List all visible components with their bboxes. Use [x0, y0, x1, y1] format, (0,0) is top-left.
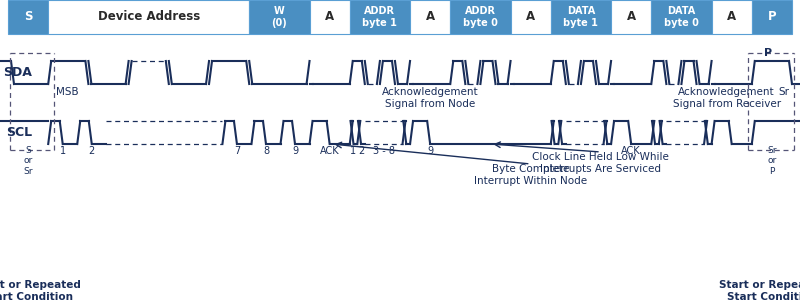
Text: Sr: Sr	[778, 87, 790, 97]
Bar	[651, 0, 711, 34]
Text: MSB: MSB	[56, 87, 79, 97]
Text: Start or Repeated
Start Condition: Start or Repeated Start Condition	[0, 280, 81, 302]
Text: A: A	[325, 10, 334, 24]
Text: S: S	[24, 10, 32, 24]
Text: ADDR
byte 0: ADDR byte 0	[463, 6, 498, 28]
Text: Acknowledgement
Signal from Node: Acknowledgement Signal from Node	[382, 87, 478, 109]
Text: A: A	[626, 10, 636, 24]
Text: 1: 1	[60, 146, 66, 156]
Bar	[350, 0, 410, 34]
Bar	[752, 0, 792, 34]
Text: S
or
Sr: S or Sr	[23, 146, 33, 176]
Bar	[48, 0, 250, 34]
Text: 9: 9	[292, 146, 298, 156]
Bar	[450, 0, 510, 34]
Text: 2: 2	[89, 146, 95, 156]
Text: A: A	[526, 10, 535, 24]
Text: ADDR
byte 1: ADDR byte 1	[362, 6, 398, 28]
Text: W
(0): W (0)	[271, 6, 287, 28]
Text: ACK: ACK	[622, 146, 641, 156]
Bar	[250, 0, 310, 34]
Text: Sr
or
P: Sr or P	[767, 146, 777, 176]
Text: 1: 1	[350, 146, 357, 156]
Text: Clock Line Held Low While
Interrupts Are Serviced: Clock Line Held Low While Interrupts Are…	[533, 152, 670, 174]
Text: 3 - 8: 3 - 8	[373, 146, 394, 156]
Bar	[410, 0, 450, 34]
Text: 7: 7	[234, 146, 240, 156]
Text: SDA: SDA	[3, 66, 32, 80]
Bar	[8, 0, 48, 34]
Text: Start or Repeated
Start Condition: Start or Repeated Start Condition	[719, 280, 800, 302]
Bar	[510, 0, 550, 34]
Text: DATA
byte 0: DATA byte 0	[664, 6, 699, 28]
Text: A: A	[727, 10, 736, 24]
Text: P: P	[764, 48, 772, 58]
Text: Device Address: Device Address	[98, 10, 200, 24]
Bar	[550, 0, 611, 34]
Text: 2: 2	[358, 146, 364, 156]
Text: P: P	[767, 10, 776, 24]
Text: Acknowledgement
Signal from Receiver: Acknowledgement Signal from Receiver	[673, 87, 781, 109]
Bar	[611, 0, 651, 34]
Bar	[310, 0, 350, 34]
Text: SCL: SCL	[6, 126, 32, 140]
Text: 8: 8	[263, 146, 269, 156]
Bar	[711, 0, 752, 34]
Text: Byte Complete
Interrupt Within Node: Byte Complete Interrupt Within Node	[474, 164, 587, 186]
Text: A: A	[426, 10, 434, 24]
Text: ACK: ACK	[320, 146, 339, 156]
Text: 9: 9	[427, 146, 434, 156]
Text: DATA
byte 1: DATA byte 1	[563, 6, 598, 28]
